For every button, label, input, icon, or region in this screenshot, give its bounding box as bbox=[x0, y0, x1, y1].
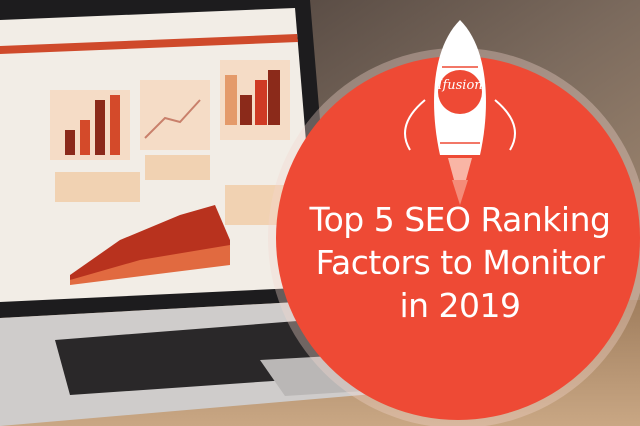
headline: Top 5 SEO Ranking Factors to Monitor in … bbox=[290, 198, 630, 327]
laptop bbox=[0, 0, 420, 426]
headline-line-2: Factors to Monitor bbox=[315, 243, 605, 282]
red-circle bbox=[276, 56, 640, 420]
ifusion-logo: Ifusion bbox=[437, 78, 483, 93]
headline-line-3: in 2019 bbox=[399, 286, 521, 325]
headline-line-1: Top 5 SEO Ranking bbox=[309, 200, 611, 239]
rocket-icon bbox=[404, 20, 516, 205]
